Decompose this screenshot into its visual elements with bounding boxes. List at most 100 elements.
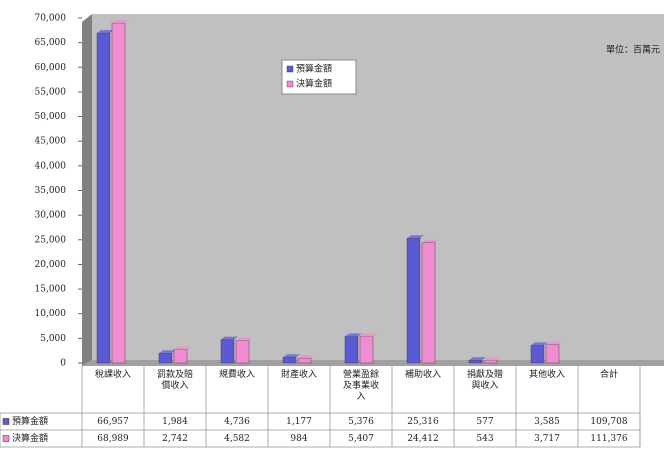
bar (483, 357, 501, 364)
bar (545, 341, 563, 364)
bar-top (407, 235, 424, 239)
category-label: 罰款及賠償收入 (157, 368, 193, 391)
table-value: 68,989 (97, 434, 129, 444)
bar (158, 350, 176, 364)
legend-key (2, 435, 10, 442)
y-tick-label: 10,000 (35, 309, 67, 319)
legend-swatch (286, 80, 294, 88)
y-tick-label: 5,000 (40, 334, 66, 344)
bar (406, 235, 424, 364)
bar-top (531, 342, 548, 346)
bar-top (159, 350, 176, 354)
y-tick-label: 35,000 (35, 186, 67, 196)
category-label: 捐獻及贈與收入 (467, 368, 503, 391)
y-tick-label: 25,000 (35, 235, 67, 245)
bar-top (112, 19, 129, 23)
bar-face (530, 345, 545, 364)
bar-top (97, 29, 114, 33)
table-total: 111,376 (590, 434, 627, 444)
bar-face (173, 349, 188, 364)
bar-face (359, 336, 374, 364)
bar-top (546, 341, 563, 345)
category-label: 補助收入 (405, 368, 441, 380)
table-value: 24,412 (407, 434, 439, 444)
category-label: 其他收入 (529, 368, 565, 380)
table-value: 5,407 (348, 434, 374, 444)
bar (359, 333, 377, 364)
table-value: 2,742 (162, 434, 188, 444)
bar-face (282, 356, 297, 364)
table-value: 4,582 (224, 434, 250, 444)
bar-top (298, 355, 315, 359)
category-label: 合計 (600, 368, 618, 380)
table-value: 66,957 (97, 417, 129, 427)
legend-box (281, 59, 357, 95)
bar-face (235, 340, 250, 364)
table-value: 3,717 (534, 434, 560, 444)
bar-top (469, 357, 486, 361)
category-label: 財產收入 (281, 368, 317, 380)
table-value: 25,316 (407, 417, 439, 427)
bar (96, 29, 114, 364)
y-tick-label: 40,000 (35, 161, 67, 171)
bar-face (96, 32, 111, 364)
y-tick-label: 70,000 (35, 14, 67, 24)
bar-face (111, 22, 126, 364)
bar (421, 239, 439, 364)
unit-label: 單位：百萬元 (606, 44, 660, 56)
side-wall (82, 14, 92, 366)
bar-face (421, 242, 436, 364)
bar-face (344, 336, 359, 364)
y-tick-label: 20,000 (35, 260, 67, 270)
bar (344, 333, 362, 364)
y-tick-label: 60,000 (35, 63, 67, 73)
bar (297, 355, 315, 364)
bar (220, 336, 238, 364)
bar (530, 342, 548, 364)
bar-top (174, 346, 191, 350)
table-value: 3,585 (534, 417, 560, 427)
y-tick-label: 15,000 (35, 285, 67, 295)
legend-label: 預算金額 (296, 63, 332, 75)
bar (282, 354, 300, 364)
table-value: 1,984 (162, 417, 188, 427)
bar-top (236, 337, 253, 341)
bar-face (545, 344, 560, 364)
table-value: 5,376 (348, 417, 374, 427)
bar-face (158, 353, 173, 364)
bar-face (406, 238, 421, 364)
table-total: 109,708 (590, 417, 627, 427)
legend-swatch (286, 65, 294, 73)
table-value: 1,177 (286, 417, 312, 427)
category-label: 規費收入 (219, 368, 255, 380)
legend-label: 決算金額 (296, 78, 332, 90)
bar-top (360, 333, 377, 337)
y-tick-label: 0 (60, 359, 66, 369)
y-tick-label: 55,000 (35, 87, 67, 97)
plot-wall (92, 14, 664, 360)
bar-top (345, 333, 362, 337)
table-value: 577 (476, 417, 493, 427)
bar (235, 337, 253, 364)
bar-top (422, 239, 439, 243)
y-tick-label: 50,000 (35, 112, 67, 122)
bar (173, 346, 191, 364)
bar-face (483, 360, 498, 364)
category-label: 稅課收入 (95, 368, 131, 380)
bar (468, 357, 486, 364)
y-tick-label: 45,000 (35, 137, 67, 147)
bar-top (221, 336, 238, 340)
bar-face (297, 357, 312, 364)
bar-top (484, 357, 501, 361)
table-value: 4,736 (224, 417, 250, 427)
bar-top (283, 354, 300, 358)
category-label: 營業盈餘及事業收入 (343, 368, 379, 402)
bar-face (468, 359, 483, 364)
table-value: 543 (476, 434, 493, 444)
row-label: 預算金額 (12, 415, 48, 427)
bar (111, 19, 129, 364)
y-tick-label: 65,000 (35, 38, 67, 48)
y-tick-label: 30,000 (35, 211, 67, 221)
